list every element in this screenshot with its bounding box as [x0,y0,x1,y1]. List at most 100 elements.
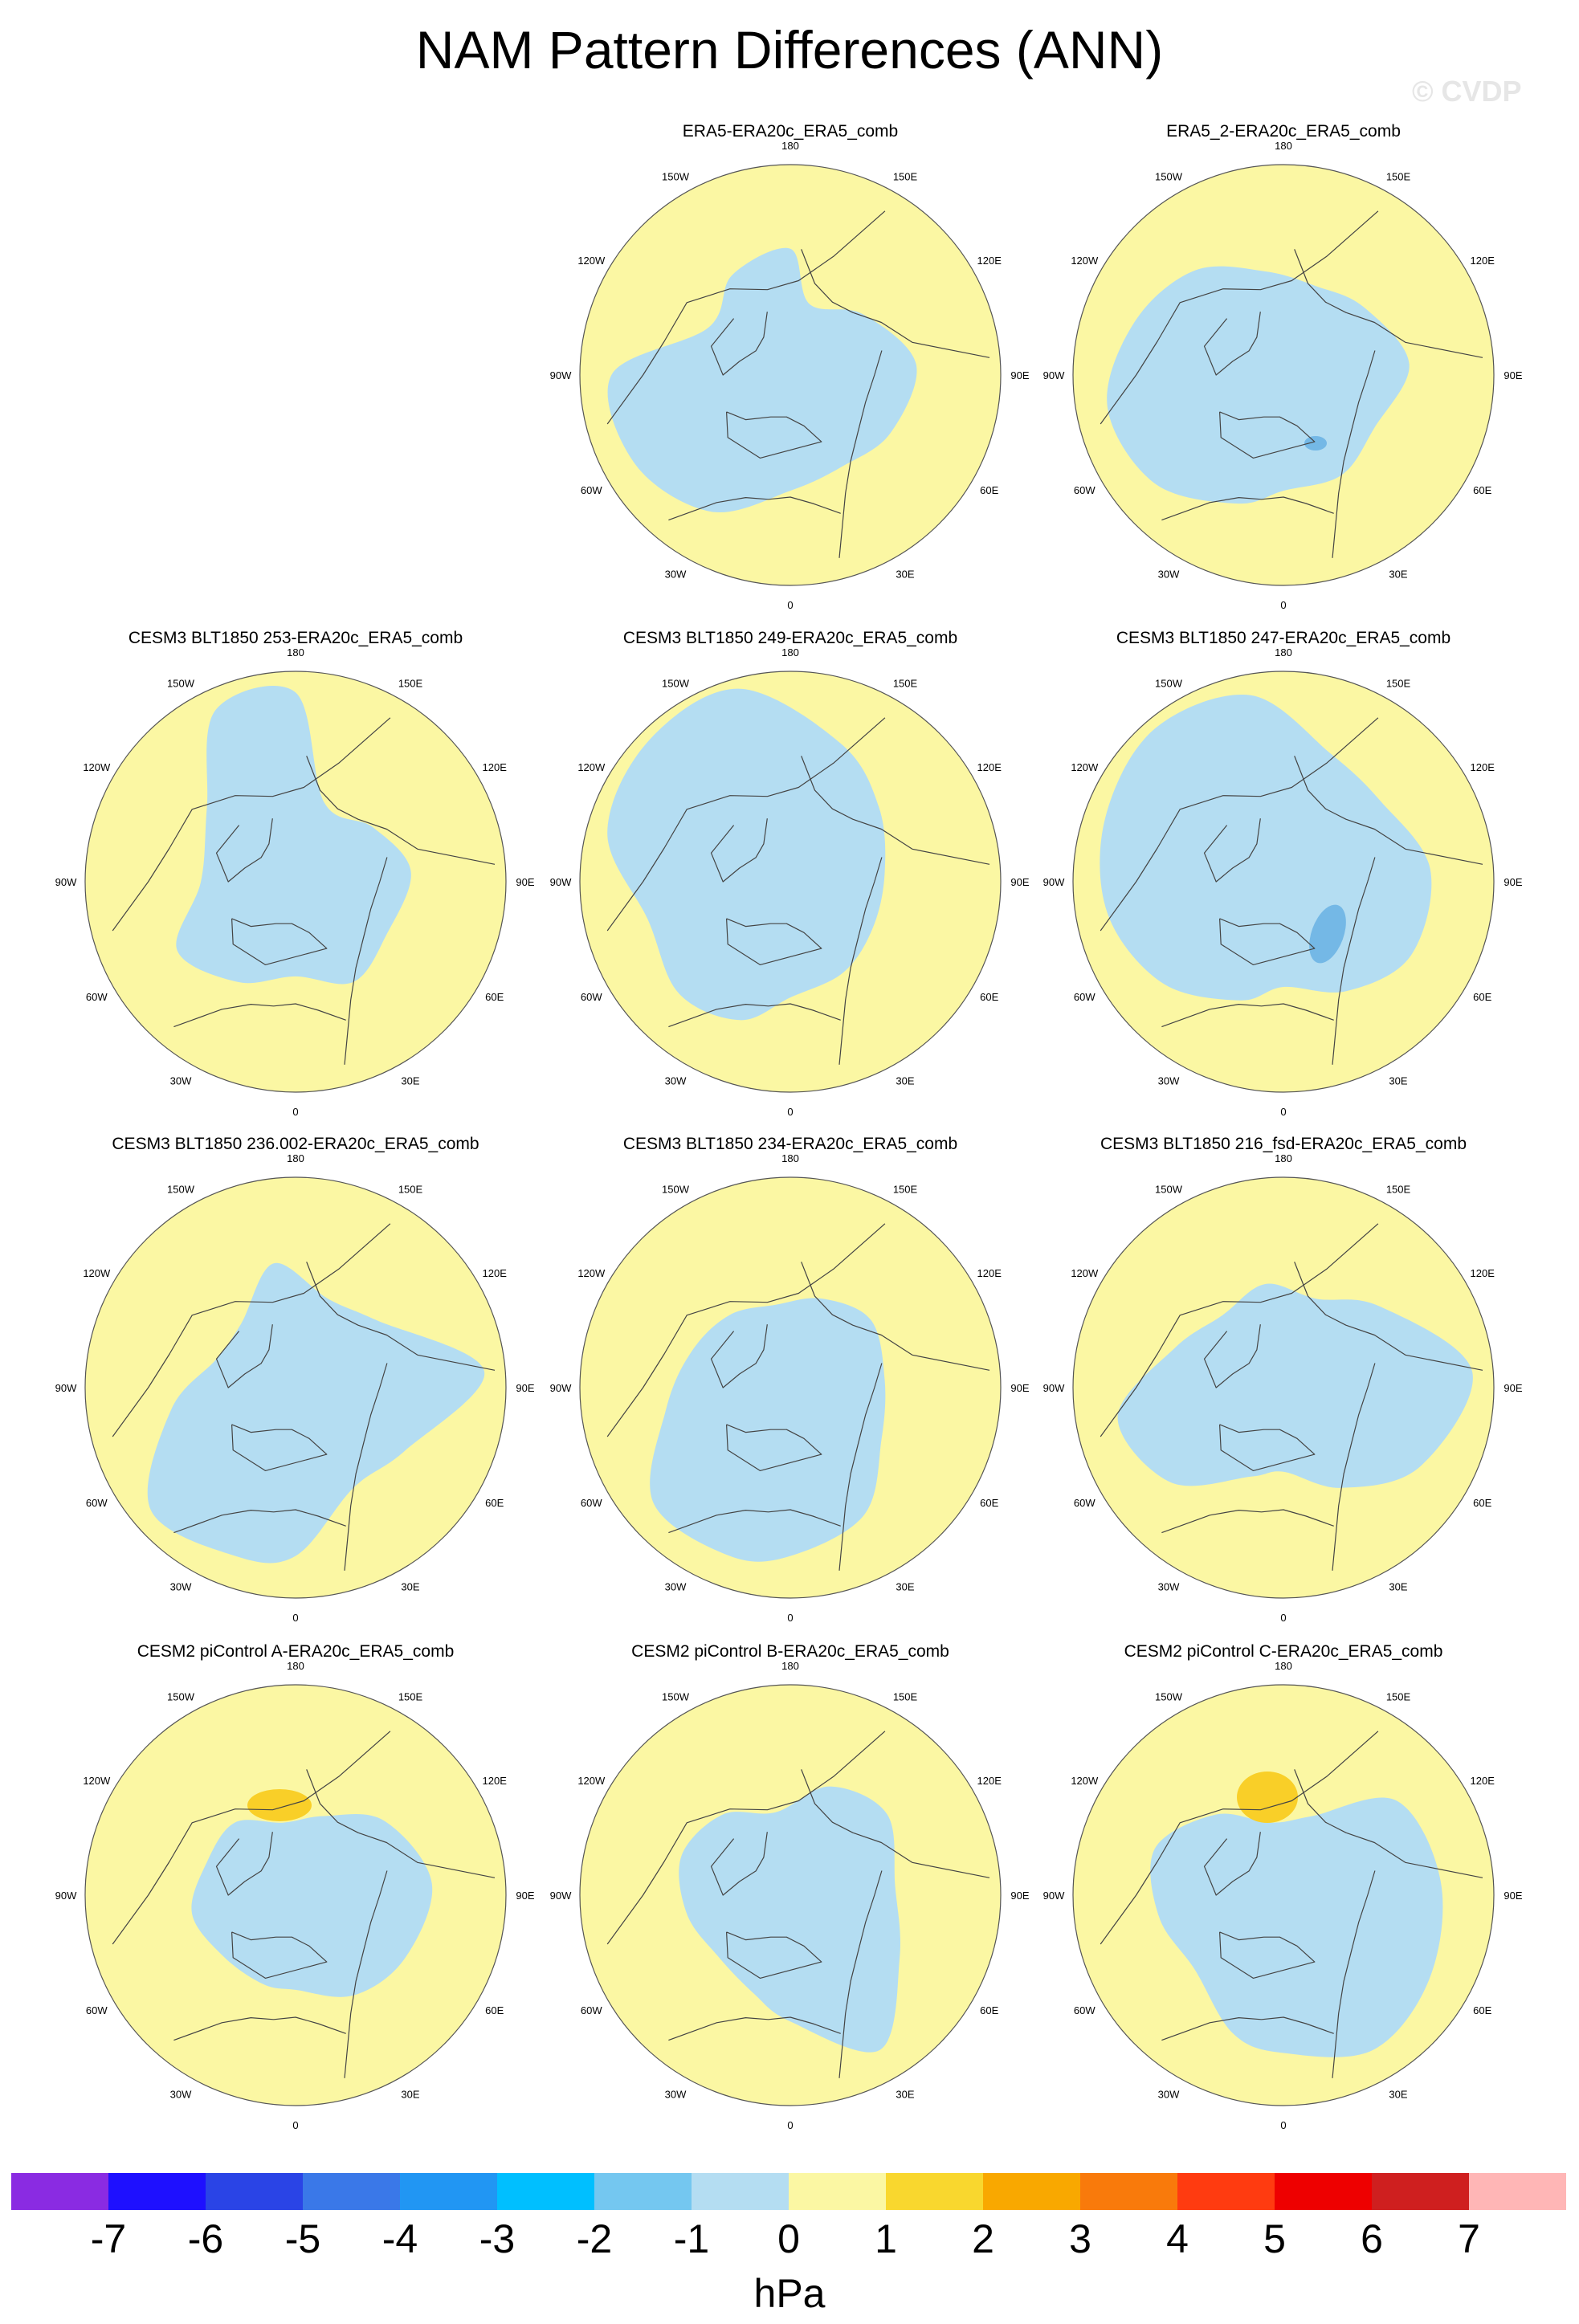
longitude-label: 30W [1158,1075,1180,1087]
panel-title: CESM2 piControl A-ERA20c_ERA5_comb [137,1642,455,1661]
coastline [306,1262,496,1371]
longitude-label: 90E [1010,1382,1029,1394]
longitude-label: 0 [787,599,793,611]
coastline [1294,249,1483,358]
coastline [344,1870,388,2078]
colorbar-tick: -7 [90,2216,127,2261]
longitude-label: 0 [292,2119,298,2131]
longitude-label: 60W [86,1497,108,1509]
colorbar-tick: 2 [972,2216,994,2261]
polar-map: 180 150E 120E 90E 60E 30E 0 30W 60W 90W 120W 150W [1043,140,1523,611]
longitude-label: 120E [977,1267,1002,1279]
coastline [306,756,496,865]
longitude-label: 60E [485,2004,504,2016]
coastline [112,1731,391,1945]
longitude-label: 0 [787,1106,793,1118]
longitude-label: 90W [55,876,77,888]
panel-title: CESM2 piControl C-ERA20c_ERA5_comb [1124,1642,1443,1661]
longitude-label: 30W [1158,1581,1180,1593]
longitude-label: 150W [167,1690,195,1702]
coastline [710,1324,768,1388]
coastline [726,1424,822,1471]
coastline [606,1731,886,1945]
longitude-label: 120E [977,255,1002,267]
map-border [579,164,1002,586]
polar-map: 180 150E 120E 90E 60E 30E 0 30W 60W 90W 120W 150W [550,646,1030,1118]
longitude-label: 30W [1158,569,1180,581]
panel-title: CESM3 BLT1850 249-ERA20c_ERA5_comb [622,629,958,647]
coastline [801,756,990,865]
longitude-label: 30E [1389,1581,1407,1593]
map-border [84,1176,507,1599]
coastline [215,1832,273,1896]
longitude-label: 90E [1504,1382,1522,1394]
longitude-label: 120E [1471,1267,1495,1279]
longitude-label: 60W [1074,1497,1096,1509]
longitude-label: 60E [980,1497,998,1509]
longitude-label: 60E [1473,991,1491,1003]
longitude-label: 150W [1155,1690,1183,1702]
longitude-label: 0 [292,1612,298,1624]
coastline [838,1363,883,1571]
longitude-label: 150E [893,1183,918,1195]
longitude-label: 180 [781,140,799,152]
longitude-label: 180 [287,1152,304,1164]
coastline [173,1509,346,1534]
coastline [1100,1731,1379,1945]
longitude-label: 120W [1071,761,1099,773]
longitude-label: 60W [1074,991,1096,1003]
coastline [1161,1003,1334,1028]
longitude-label: 60E [1473,2004,1491,2016]
coastline [1219,1931,1316,1979]
negative-region [176,685,411,985]
longitude-label: 120W [1071,1775,1099,1787]
colorbar-swatch [983,2173,1081,2210]
longitude-label: 150E [398,1183,423,1195]
coastline [1161,2016,1334,2041]
coastline [215,1324,273,1388]
colorbar-swatch [497,2173,595,2210]
longitude-label: 180 [781,1660,799,1672]
negative-region [607,247,917,513]
coastline [1294,756,1483,865]
longitude-label: 120W [83,761,111,773]
coastline [710,818,768,883]
longitude-label: 150W [662,1690,690,1702]
negative-region [1100,695,1432,1001]
coastline [801,249,990,358]
longitude-label: 180 [1275,1152,1292,1164]
longitude-label: 150W [1155,170,1183,182]
positive-anomaly-contour [1237,1772,1298,1823]
polar-map: 180 150E 120E 90E 60E 30E 0 30W 60W 90W 120W 150W [550,1660,1030,2131]
coastline [1100,210,1379,425]
panel-title: ERA5-ERA20c_ERA5_comb [682,122,899,141]
coastline [1219,411,1316,459]
longitude-label: 0 [1280,1612,1286,1624]
coastline [1203,1832,1261,1896]
longitude-label: 30E [896,2089,914,2101]
longitude-label: 180 [287,646,304,658]
map-border [579,671,1002,1093]
longitude-label: 90E [1010,369,1029,381]
longitude-label: 60W [581,991,602,1003]
coastline [1332,350,1376,558]
longitude-label: 120W [1071,255,1099,267]
map-border [579,1684,1002,2106]
colorbar-tick: -1 [673,2216,710,2261]
coastline [838,1870,883,2078]
longitude-label: 180 [781,1152,799,1164]
longitude-label: 60E [980,991,998,1003]
longitude-label: 180 [781,646,799,658]
longitude-label: 120W [83,1267,111,1279]
longitude-label: 180 [1275,1660,1292,1672]
coastline [231,1931,328,1979]
panel-title: CESM3 BLT1850 253-ERA20c_ERA5_comb [128,629,463,647]
map-border [84,671,507,1093]
longitude-label: 90E [1010,1890,1029,1902]
panel-title: CESM3 BLT1850 216_fsd-ERA20c_ERA5_comb [1100,1135,1467,1153]
coastline [344,857,388,1065]
coastline [606,717,886,932]
longitude-label: 30E [1389,569,1407,581]
longitude-label: 150W [662,170,690,182]
longitude-label: 150W [662,1183,690,1195]
